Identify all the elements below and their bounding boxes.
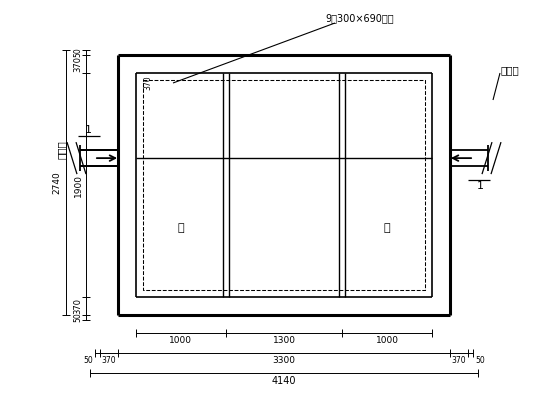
Text: 370: 370 bbox=[452, 355, 466, 365]
Text: 9块300×690盖板: 9块300×690盖板 bbox=[326, 13, 394, 23]
Bar bbox=[143, 80, 425, 290]
Text: 50: 50 bbox=[73, 312, 82, 323]
Text: 50: 50 bbox=[475, 355, 485, 365]
Text: 1300: 1300 bbox=[273, 336, 296, 344]
Text: 柱: 柱 bbox=[384, 223, 390, 233]
Text: 370: 370 bbox=[73, 56, 82, 72]
Text: 370: 370 bbox=[143, 76, 152, 90]
Text: 2740: 2740 bbox=[53, 171, 62, 194]
Text: 1000: 1000 bbox=[376, 336, 399, 344]
Text: 1: 1 bbox=[85, 125, 91, 135]
Text: 370: 370 bbox=[73, 298, 82, 314]
Text: 1000: 1000 bbox=[169, 336, 192, 344]
Text: 1900: 1900 bbox=[73, 173, 82, 197]
Text: 370: 370 bbox=[102, 355, 116, 365]
Text: 50: 50 bbox=[83, 355, 93, 365]
Text: 出水渠: 出水渠 bbox=[57, 141, 67, 160]
Text: 3300: 3300 bbox=[273, 355, 296, 365]
Text: 50: 50 bbox=[73, 47, 82, 58]
Text: 1: 1 bbox=[477, 181, 483, 191]
Text: 进水渠: 进水渠 bbox=[501, 65, 519, 75]
Text: 柱: 柱 bbox=[178, 223, 184, 233]
Text: 4140: 4140 bbox=[272, 376, 296, 386]
